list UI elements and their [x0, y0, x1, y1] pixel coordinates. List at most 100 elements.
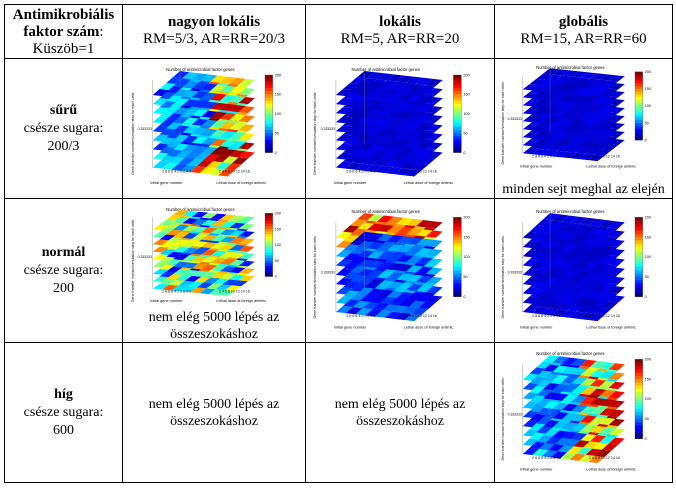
col-header-very-local: nagyon lokális RM=5/3, AR=RR=20/3	[122, 4, 306, 59]
plot-yticks: 2 4 6 8 10 12 14 16	[588, 456, 619, 460]
plot-xticks: 2 8 8 6 4 2 0 6 4 2	[162, 290, 191, 294]
colorbar-tick: 100	[644, 104, 650, 108]
plot-ylabel: Lethal dose of foreign antimic	[404, 326, 454, 330]
note-normal-very-local: nem elég 5000 lépés az összeszokáshoz	[123, 309, 305, 343]
plot-ylabel: Lethal dose of foreign antimic	[586, 165, 636, 169]
colorbar-tick: 50	[644, 275, 648, 279]
plot-zlabel: Gene transfer number/simulation step for…	[501, 82, 505, 164]
col-sub: RM=5, AR=RR=20	[340, 31, 460, 47]
plot-colorbar	[453, 217, 462, 297]
colorbar-tick: 50	[644, 417, 648, 421]
row-title: normál	[41, 244, 86, 260]
note-line2: összeszokáshoz	[170, 413, 258, 429]
row-header-dense: sűrű csésze sugara: 200/3	[4, 58, 123, 199]
plot-xticks: 2 8 8 6 4 2 0 6 4 2	[346, 314, 375, 318]
plot-xticks: 2 8 8 6 4 2 0 6 4 2	[346, 170, 375, 174]
colorbar-tick: 0	[644, 138, 646, 142]
plot-colorbar	[264, 213, 273, 277]
col-sub: RM=15, AR=RR=60	[520, 31, 647, 47]
row-line3: 600	[53, 422, 74, 438]
row-header-dilute: híg csésze sugara: 600	[4, 342, 123, 483]
colorbar-tick: 150	[644, 87, 650, 91]
row-title: sűrű	[49, 102, 78, 118]
plot-slice	[522, 287, 625, 322]
plot-ylabel: Lethal dose of foreign antimic	[216, 299, 266, 303]
colorbar-tick: 100	[463, 255, 469, 259]
plot-dense-global: Number of antimicrobial factor genes Gene…	[501, 65, 651, 169]
plot-ztick: 0.333333	[507, 271, 521, 275]
plot-slice	[152, 143, 255, 177]
plot-xlabel: Initial gene number	[520, 326, 553, 330]
colorbar-tick: 0	[644, 437, 646, 441]
plot-ztick: 0.333333	[321, 127, 335, 131]
note-line2: összeszokáshoz	[356, 413, 444, 429]
plot-slice	[522, 429, 625, 464]
note-dilute-local: nem elég 5000 lépés az összeszokáshoz	[306, 396, 494, 430]
row-line2: csésze sugara:	[23, 404, 104, 420]
plot-xlabel: Initial gene number	[334, 326, 367, 330]
plot-ylabel: Lethal dose of foreign antimic	[404, 181, 454, 185]
colorbar-tick: 0	[275, 151, 277, 155]
plot-colorbar	[634, 217, 643, 297]
colorbar-tick: 0	[644, 295, 646, 299]
colorbar-tick: 50	[275, 131, 279, 135]
col-title: nagyon lokális	[167, 14, 261, 30]
colorbar-tick: 150	[463, 235, 469, 239]
plot-ztick: 0.333333	[138, 127, 152, 131]
note-line1: nem elég 5000 lépés az	[148, 396, 280, 412]
plot-title: Number of antimicrobial factor genes	[536, 209, 604, 214]
row-line2: csésze sugara:	[23, 120, 104, 136]
plot-slice	[522, 132, 625, 162]
plot-colorbar	[634, 359, 643, 439]
corner-line2: faktor szám	[23, 24, 100, 40]
colorbar-tick: 50	[463, 275, 467, 279]
plot-title: Number of antimicrobial factor genes	[536, 351, 604, 356]
cell-normal-local: Number of antimicrobial factor genes Gene…	[305, 198, 495, 343]
plot-dense-very-local: Number of antimicrobial factor genes Gene…	[131, 67, 281, 185]
plot-zlabel: Gene transfer number/simulation step for…	[131, 220, 135, 302]
colorbar-tick: 100	[463, 112, 469, 116]
note-line1: nem elég 5000 lépés az	[334, 396, 466, 412]
plot-ztick: 0.333333	[507, 117, 521, 121]
plot-colorbar	[453, 74, 462, 153]
plot-yticks: 2 4 6 8 10 12 14 16	[219, 290, 250, 294]
cell-dense-very-local: Number of antimicrobial factor genes Gene…	[122, 58, 306, 199]
row-line3: 200	[53, 280, 74, 296]
plot-ztick: 0.333333	[507, 413, 521, 417]
col-title: lokális	[379, 14, 421, 30]
colorbar-tick: 0	[275, 275, 277, 279]
colorbar-tick: 50	[463, 131, 467, 135]
plot-zlabel: Gene transfer number/simulation step for…	[501, 236, 505, 318]
plot-slice	[152, 269, 255, 296]
plot-dilute-global: Number of antimicrobial factor genes Gene…	[501, 351, 651, 472]
colorbar-tick: 0	[463, 151, 465, 155]
colorbar-tick: 100	[275, 243, 281, 247]
plot-xlabel: Initial gene number	[150, 181, 183, 185]
plot-normal-local: Number of antimicrobial factor genes Gene…	[313, 209, 470, 330]
plot-xlabel: Initial gene number	[520, 165, 553, 169]
plot-ztick: 0.333333	[138, 255, 152, 259]
colorbar-tick: 100	[644, 255, 650, 259]
colorbar-tick: 100	[644, 397, 650, 401]
colorbar-tick: 200	[644, 70, 650, 74]
colorbar-tick: 150	[644, 235, 650, 239]
plot-yticks: 2 4 6 8 10 12 14 16	[406, 314, 437, 318]
plot-ylabel: Lethal dose of foreign antimic	[216, 181, 266, 185]
col-title: globális	[558, 14, 609, 30]
colorbar-tick: 150	[463, 93, 469, 97]
colorbar-tick: 200	[463, 216, 469, 220]
plot-xlabel: Initial gene number	[520, 468, 553, 472]
colorbar-tick: 100	[275, 112, 281, 116]
row-line3: 200/3	[47, 138, 80, 154]
plot-title: Number of antimicrobial factor genes	[166, 67, 234, 72]
plot-title: Number of antimicrobial factor genes	[536, 65, 604, 70]
colorbar-tick: 200	[275, 73, 281, 77]
corner-line1: Antimikrobiális	[12, 7, 115, 23]
cell-dilute-global: Number of antimicrobial factor genes Gene…	[494, 342, 673, 483]
cell-normal-global: Number of antimicrobial factor genes Gene…	[494, 198, 673, 343]
plot-xticks: 2 8 8 6 4 2 0 6 4 2	[532, 456, 561, 460]
plot-xticks: 2 8 8 6 4 2 0 6 4 2	[532, 314, 561, 318]
colorbar-tick: 150	[275, 227, 281, 231]
plot-zlabel: Gene transfer number/simulation step for…	[313, 92, 317, 174]
plot-zlabel: Gene transfer number/simulation step for…	[313, 236, 317, 318]
